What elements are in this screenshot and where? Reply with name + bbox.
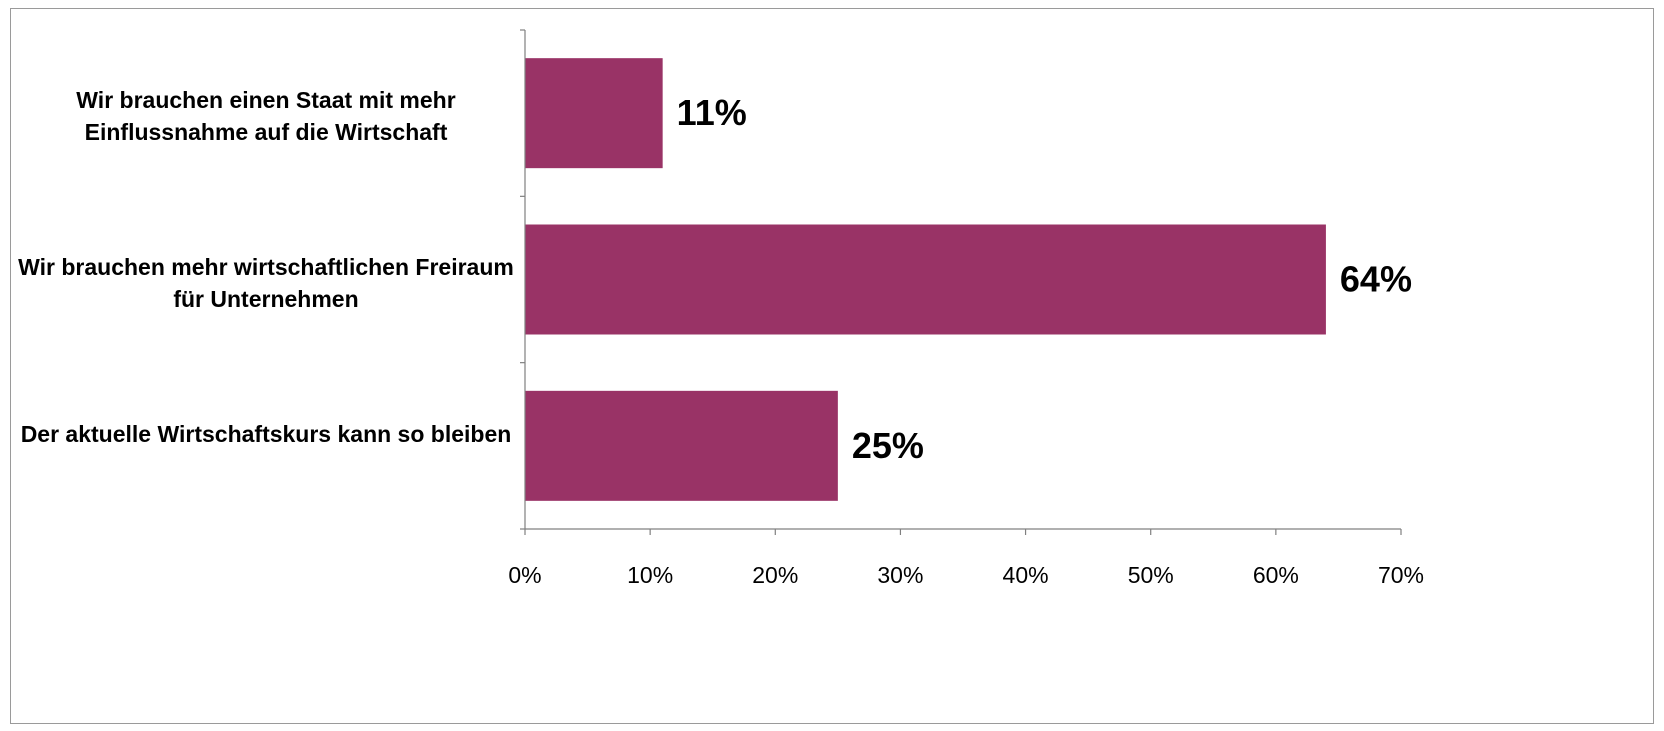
x-tick-label: 50% <box>1128 562 1174 588</box>
data-label-2: 64% <box>1340 259 1412 300</box>
bar-1 <box>525 58 663 168</box>
data-label-1: 11% <box>677 92 747 133</box>
x-tick-label: 60% <box>1253 562 1299 588</box>
x-tick-label: 70% <box>1378 562 1424 588</box>
bar-2 <box>525 225 1326 335</box>
x-tick-label: 20% <box>752 562 798 588</box>
x-tick-label: 0% <box>508 562 541 588</box>
bar-3 <box>525 391 838 501</box>
x-tick-label: 30% <box>877 562 923 588</box>
x-tick-label: 10% <box>627 562 673 588</box>
data-label-3: 25% <box>852 425 924 466</box>
x-tick-label: 40% <box>1003 562 1049 588</box>
